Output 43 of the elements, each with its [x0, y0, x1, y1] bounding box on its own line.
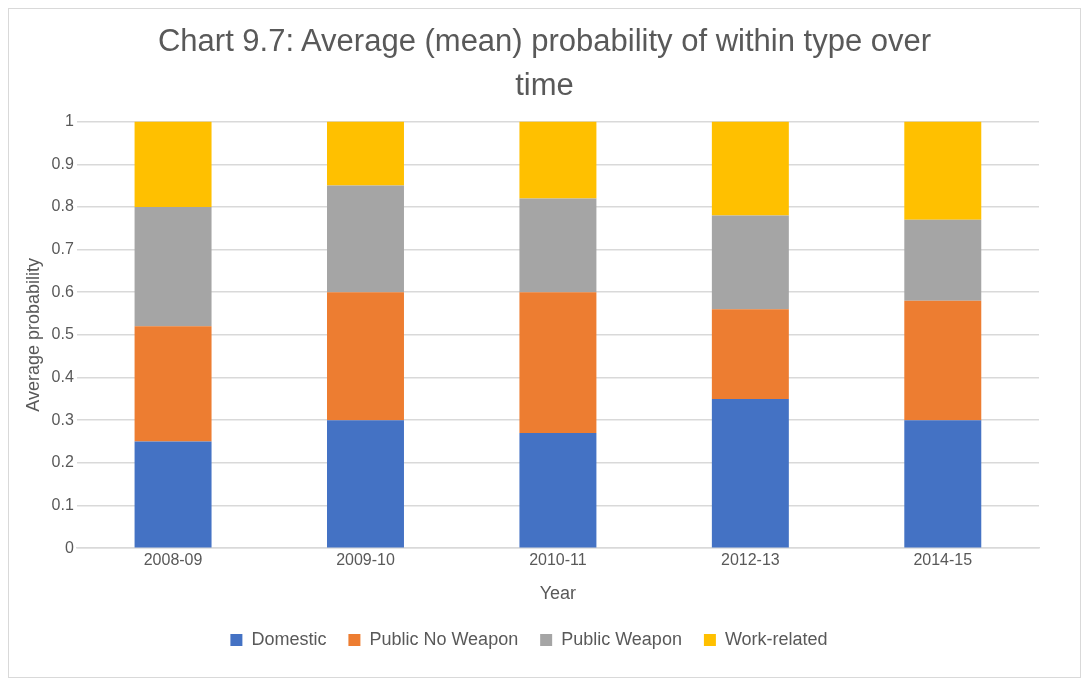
- bar: [519, 121, 597, 199]
- bar: [134, 121, 212, 207]
- y-tick-label: 0.8: [51, 197, 74, 215]
- y-tick-label: 0.7: [51, 239, 74, 257]
- x-axis-title: Year: [539, 583, 577, 604]
- bar: [519, 292, 597, 434]
- x-tick-label: 2009-10: [336, 551, 395, 569]
- bar: [711, 398, 789, 548]
- chart-title: Chart 9.7: Average (mean) probability of within type over time: [156, 22, 933, 104]
- y-tick-label: 0: [64, 538, 74, 556]
- legend-label: Domestic: [251, 628, 327, 649]
- bar: [327, 292, 404, 421]
- x-tick-label: 2008-09: [143, 551, 203, 569]
- y-tick-label: 0.1: [51, 495, 74, 513]
- bar: [327, 121, 404, 186]
- y-tick-label: 0.6: [51, 282, 74, 300]
- y-tick-label: 0.5: [51, 325, 74, 343]
- y-tick-label: 1: [64, 112, 74, 130]
- legend-label: Public Weapon: [561, 628, 682, 649]
- bar: [904, 219, 982, 301]
- bar: [904, 300, 982, 421]
- bar: [519, 198, 597, 293]
- x-tick-label: 2014-15: [913, 551, 973, 569]
- y-tick-label: 0.9: [51, 154, 74, 172]
- legend-label: Work-related: [724, 628, 828, 649]
- x-tick-label: 2012-13: [720, 551, 780, 569]
- bar: [134, 206, 212, 327]
- y-tick-label: 0.2: [51, 453, 74, 471]
- bar: [711, 215, 789, 310]
- bar: [904, 420, 982, 548]
- y-tick-label: 0.3: [51, 410, 74, 428]
- bar: [711, 121, 789, 216]
- x-tick-label: 2010-11: [529, 551, 587, 569]
- y-axis-title: Average probability: [22, 258, 43, 412]
- bar: [519, 433, 597, 548]
- legend-label: Public No Weapon: [369, 628, 519, 649]
- bar: [904, 121, 982, 220]
- bar: [711, 309, 789, 399]
- bar: [327, 185, 404, 293]
- bar: [327, 420, 404, 548]
- bar: [134, 326, 212, 442]
- bar: [134, 441, 212, 548]
- y-tick-label: 0.4: [51, 367, 74, 385]
